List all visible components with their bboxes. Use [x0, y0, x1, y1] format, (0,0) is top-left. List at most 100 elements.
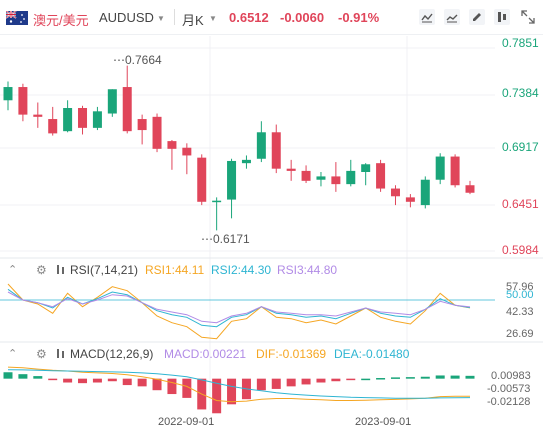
candle-body — [92, 111, 102, 128]
macd-bar — [271, 378, 281, 389]
rsi-axis-label: 50.00 — [506, 289, 534, 301]
macd-bar — [227, 378, 237, 405]
candle-body — [78, 108, 88, 128]
candle-body — [405, 197, 415, 202]
chart-header: 澳元/美元 AUDUSD ▼ 月K ▼ 0.6512 -0.0060 -0.91… — [0, 0, 543, 35]
macd-bar — [3, 372, 13, 379]
macd-bar — [256, 378, 266, 391]
australia-flag-icon — [6, 11, 28, 25]
macd-bar — [420, 376, 430, 379]
rsi2-value: RSI2:44.30 — [211, 263, 272, 277]
time-label-2022: 2022-09-01 — [158, 416, 215, 428]
macd-bar — [48, 378, 58, 381]
expand-icon[interactable] — [519, 8, 537, 26]
pencil-icon[interactable] — [468, 8, 486, 26]
candle-body — [48, 119, 58, 134]
macd-bar — [137, 378, 147, 387]
macd-axis-label: -0.02128 — [487, 396, 531, 408]
candle-body — [301, 170, 311, 181]
macd-bar — [331, 378, 341, 382]
rsi-axis-label: 26.69 — [506, 328, 534, 340]
macd-collapse-chevron-up-icon[interactable]: ⌃ — [8, 348, 18, 360]
macd-bars-icon — [57, 349, 64, 358]
candle-body — [465, 185, 475, 193]
macd-bar — [167, 378, 177, 395]
candle-body — [346, 170, 356, 185]
candle-body — [33, 114, 43, 117]
header-divider — [174, 9, 175, 25]
macd-bar — [346, 378, 356, 381]
high-annotation: ⋯0.7664 — [113, 53, 162, 67]
price-axis-label: 0.7851 — [502, 36, 539, 50]
dif-line — [7, 366, 470, 403]
candle-body — [107, 89, 117, 114]
price-change: -0.0060 — [280, 10, 325, 25]
macd-label[interactable]: MACD(12,26,9) — [70, 347, 154, 361]
candle-body — [390, 188, 400, 197]
macd-bar — [18, 374, 28, 379]
pair-name[interactable]: 澳元/美元 — [33, 13, 89, 28]
macd-bar — [212, 378, 222, 414]
candle-body — [122, 87, 132, 132]
macd-bar — [152, 378, 162, 391]
candle-body — [241, 159, 251, 164]
macd-bar — [107, 378, 117, 382]
draw-icon[interactable] — [418, 8, 436, 26]
rsi3-value: RSI3:44.80 — [277, 263, 338, 277]
price-axis-label: 0.6917 — [502, 140, 539, 154]
macd-axis-label: 0.00983 — [491, 370, 531, 382]
macd-bar — [78, 378, 88, 384]
candle-body — [435, 156, 445, 180]
rsi-axis-label: 57.96 — [506, 281, 534, 293]
macd-bar — [435, 375, 445, 379]
macd-bar — [182, 378, 192, 398]
macd-bar — [390, 377, 400, 379]
price-change-percent: -0.91% — [338, 10, 380, 25]
period-selector[interactable]: 月K — [182, 13, 204, 28]
last-price: 0.6512 — [229, 10, 269, 25]
pair-dropdown-chevron-down-icon[interactable]: ▼ — [157, 14, 165, 23]
candle-body — [227, 160, 237, 200]
macd-bar — [197, 378, 207, 410]
macd-bar — [63, 378, 73, 383]
low-annotation: ⋯0.6171 — [201, 232, 250, 246]
macd-bar — [465, 375, 475, 379]
macd-bar — [361, 378, 371, 381]
rsi-axis-label: 42.33 — [506, 306, 534, 318]
candle-body — [197, 157, 207, 202]
rsi-legend: ⌃ ⚙ RSI(7,14,21) RSI1:44.11 RSI2:44.30 R… — [0, 262, 543, 280]
time-label-2023: 2023-09-01 — [355, 416, 412, 428]
macd-bar — [450, 375, 460, 379]
period-chevron-down-icon[interactable]: ▼ — [209, 14, 217, 23]
macd-value: MACD:0.00221 — [164, 347, 247, 361]
candle-body — [137, 119, 147, 131]
rsi-bars-icon — [57, 265, 64, 274]
price-axis-label: 0.5984 — [502, 243, 539, 257]
indicator-icon[interactable] — [443, 8, 461, 26]
macd-legend: ⌃ ⚙ MACD(12,26,9) MACD:0.00221 DIF:-0.01… — [0, 346, 543, 364]
macd-bar — [316, 378, 326, 383]
bars-icon[interactable] — [493, 8, 511, 26]
rsi3-line — [7, 291, 471, 324]
rsi-settings-icon[interactable]: ⚙ — [36, 263, 47, 277]
candle-body — [3, 87, 13, 101]
macd-settings-icon[interactable]: ⚙ — [36, 347, 47, 361]
candle-body — [63, 108, 73, 132]
candle-body — [256, 132, 266, 159]
candle-body — [420, 179, 430, 206]
pair-code[interactable]: AUDUSD — [99, 10, 154, 25]
macd-axis-label: -0.00573 — [487, 383, 531, 395]
dif-value: DIF:-0.01369 — [256, 347, 327, 361]
macd-bar — [405, 377, 415, 379]
candle-body — [212, 200, 222, 203]
price-axis-label: 0.6451 — [502, 197, 539, 211]
macd-bar — [241, 378, 251, 400]
rsi2-line — [7, 288, 471, 328]
macd-bar — [286, 378, 296, 387]
collapse-chevron-up-icon[interactable]: ⌃ — [8, 264, 18, 276]
rsi-label[interactable]: RSI(7,14,21) — [70, 263, 139, 277]
candle-body — [361, 164, 371, 172]
rsi1-line — [7, 283, 471, 340]
dea-line — [7, 369, 471, 399]
